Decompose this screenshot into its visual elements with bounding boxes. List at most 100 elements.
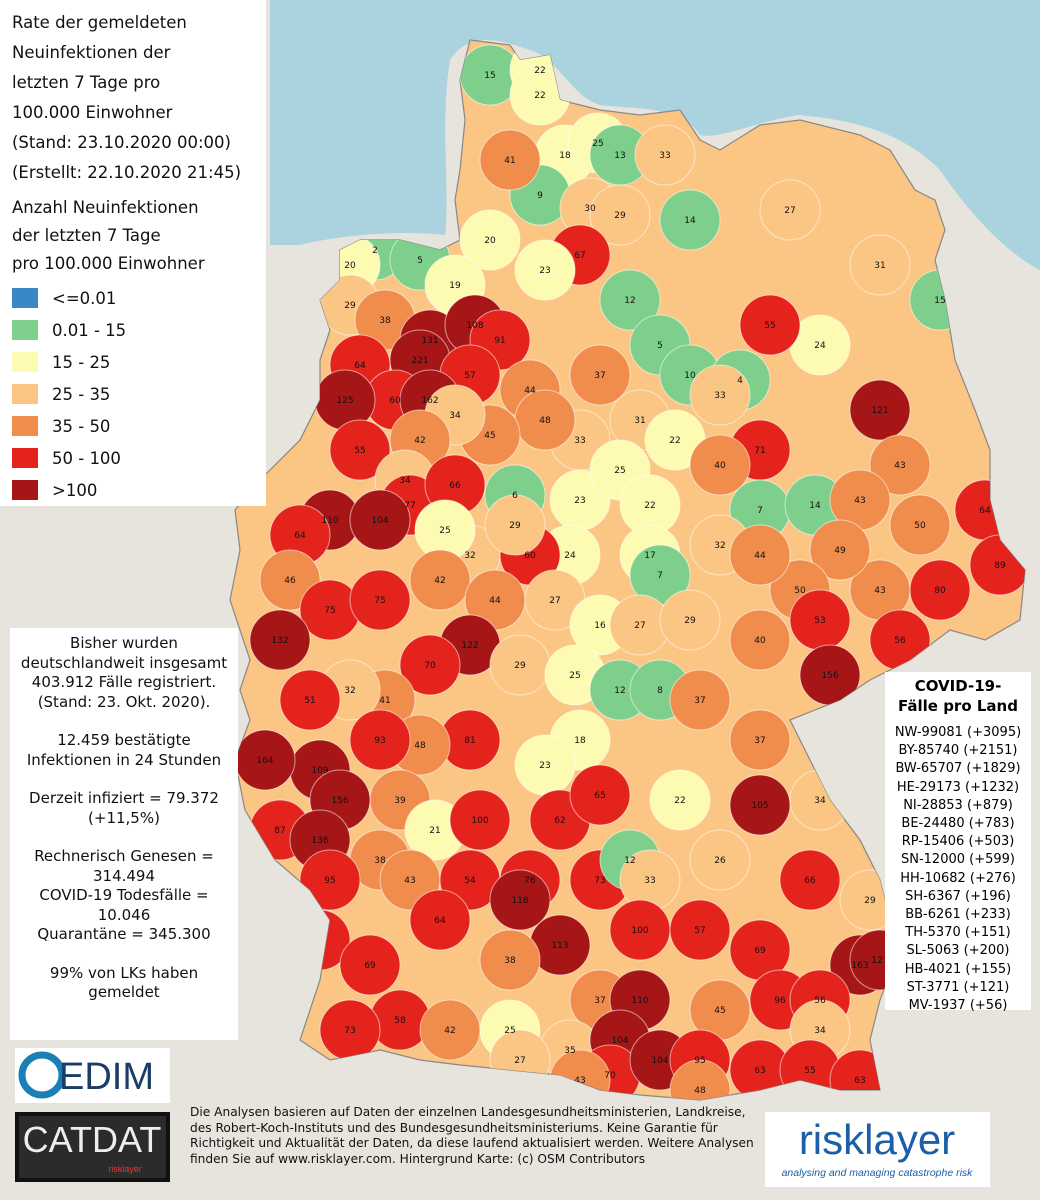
cedim-mark: EDIM	[18, 1051, 154, 1099]
district-value: 29	[684, 616, 696, 626]
district	[479, 929, 541, 991]
district-value: 32	[344, 686, 355, 696]
district	[659, 189, 721, 251]
legend-item: 0.01 - 15	[12, 314, 266, 346]
district	[489, 869, 551, 931]
district-value: 5	[417, 256, 423, 266]
district	[729, 524, 791, 586]
district-value: 15	[934, 296, 945, 306]
district-value: 22	[669, 436, 680, 446]
district-value: 27	[784, 206, 795, 216]
district-value: 164	[256, 756, 273, 766]
district-value: 110	[321, 516, 338, 526]
legend-item: 50 - 100	[12, 442, 266, 474]
district-value: 48	[539, 416, 551, 426]
footer-line: Die Analysen basieren auf Daten der einz…	[190, 1105, 746, 1119]
state-row: RP-15406 (+503)	[901, 834, 1015, 850]
district-value: 27	[514, 1056, 525, 1066]
district-value: 18	[574, 736, 586, 746]
risklayer-text: risklayer	[799, 1116, 955, 1163]
district-value: 25	[569, 671, 580, 681]
district-value: 65	[594, 791, 605, 801]
district-value: 22	[534, 91, 545, 101]
district-value: 69	[364, 961, 376, 971]
district-value: 67	[574, 251, 585, 261]
district-value: 73	[594, 876, 605, 886]
district-value: 104	[371, 516, 388, 526]
state-row: SN-12000 (+599)	[900, 852, 1015, 868]
district-value: 4	[737, 376, 743, 386]
state-row: NW-99081 (+3095)	[894, 725, 1022, 740]
legend-item: <=0.01	[12, 282, 266, 314]
district	[669, 899, 731, 961]
district-value: 66	[804, 876, 816, 886]
catdat-mark: CATDAT risklayer	[19, 1116, 166, 1178]
district-value: 95	[324, 876, 335, 886]
district-value: 108	[466, 321, 483, 331]
summary-line: Rechnerisch Genesen =	[34, 847, 214, 865]
district-value: 2	[372, 246, 378, 256]
district-value: 156	[821, 671, 838, 681]
district-value: 7	[657, 571, 663, 581]
district-value: 21	[429, 826, 440, 836]
district-value: 64	[979, 506, 991, 516]
district-value: 105	[751, 801, 768, 811]
district-value: 34	[449, 411, 461, 421]
district	[349, 489, 411, 551]
district-value: 14	[684, 216, 696, 226]
district	[759, 179, 821, 241]
district-value: 63	[854, 1076, 865, 1086]
district	[849, 379, 911, 441]
district-value: 43	[874, 586, 885, 596]
district-value: 46	[284, 576, 296, 586]
summary-paragraph: Bisher wurden deutschlandweit insgesamt 40…	[10, 634, 238, 712]
district-value: 37	[754, 736, 765, 746]
legend-swatch	[12, 320, 38, 340]
district-value: 24	[814, 341, 826, 351]
district-value: 48	[414, 741, 426, 751]
district-value: 156	[331, 796, 348, 806]
district-value: 41	[379, 696, 390, 706]
district-value: 19	[449, 281, 461, 291]
legend-label: <=0.01	[52, 288, 117, 308]
district-value: 77	[404, 501, 415, 511]
district-value: 44	[489, 596, 501, 606]
district-value: 35	[564, 1046, 575, 1056]
district-value: 41	[504, 156, 515, 166]
district-value: 29	[514, 661, 526, 671]
district-value: 39	[394, 796, 406, 806]
district	[729, 709, 791, 771]
district-value: 9	[537, 191, 543, 201]
summary-line: Infektionen in 24 Stunden	[26, 750, 222, 769]
district-value: 31	[874, 261, 885, 271]
district-value: 118	[511, 896, 528, 906]
district-value: 15	[484, 71, 495, 81]
summary-line: deutschlandweit insgesamt	[20, 653, 228, 672]
district-value: 43	[854, 496, 865, 506]
district-value: 29	[344, 301, 356, 311]
legend-item: 35 - 50	[12, 410, 266, 442]
state-row: SH-6367 (+196)	[905, 888, 1011, 904]
legend-label: 50 - 100	[52, 448, 121, 468]
legend-item: 15 - 25	[12, 346, 266, 378]
cedim-text: EDIM	[59, 1056, 154, 1098]
title-line: (Erstellt: 22.10.2020 21:45)	[12, 163, 242, 182]
district-value: 29	[864, 896, 876, 906]
district-value: 131	[421, 336, 438, 346]
district-value: 75	[374, 596, 385, 606]
district-value: 132	[271, 636, 288, 646]
district-value: 37	[694, 696, 705, 706]
footer-line: Richtigkeit und Aktualität der Daten, da…	[190, 1136, 754, 1150]
sea	[270, 0, 1040, 270]
legend-title: Anzahl Neuinfektionen	[12, 198, 199, 217]
summary-line: 10.046	[97, 905, 151, 924]
district-value: 51	[304, 696, 315, 706]
district-value: 20	[484, 236, 496, 246]
legend-swatch	[12, 448, 38, 468]
district-value: 75	[324, 606, 335, 616]
district-value: 70	[604, 1071, 616, 1081]
district-value: 32	[464, 551, 475, 561]
district	[249, 609, 311, 671]
states-panel: COVID-19- Fälle pro Land NW-99081 (+3095) B…	[885, 672, 1031, 1013]
